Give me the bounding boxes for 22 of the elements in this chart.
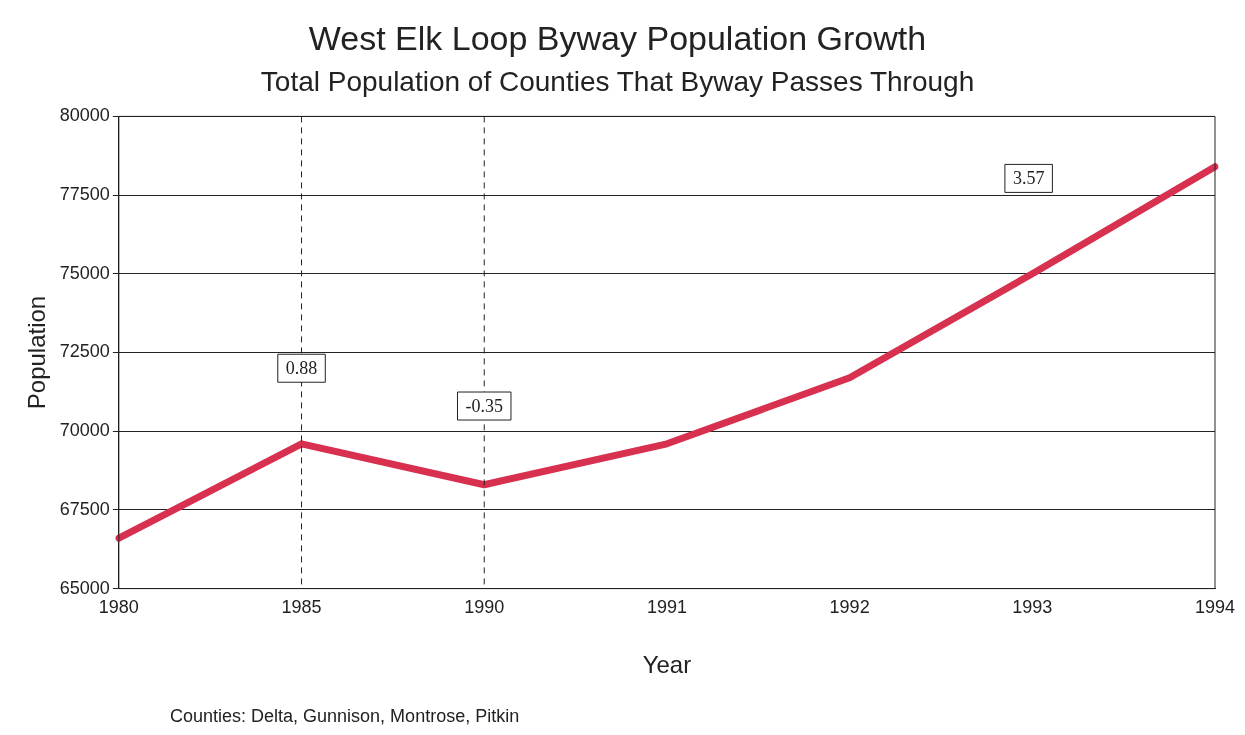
y-tick-label: 65000 [59, 577, 110, 598]
y-tick-label: 67500 [59, 498, 110, 519]
annotation: 3.57 [1012, 168, 1045, 189]
y-tick-label: 70000 [59, 420, 110, 441]
annotation: 0.88 [285, 357, 318, 378]
text: Counties: Delta, Gunnison, Montrose, Pitkin [170, 706, 520, 726]
y-axis-title: Population [23, 295, 51, 410]
chart-title: West Elk Loop Byway Population Growth [308, 18, 927, 57]
x-tick-label: 1985 [281, 597, 322, 618]
annotation: -0.35 [465, 395, 503, 416]
x-axis-title: Year [642, 651, 692, 679]
y-tick-label: 77500 [59, 184, 110, 205]
chart-subtitle: Total Population of Counties That Byway Passes Through [260, 66, 975, 98]
x-tick-label: 1994 [1194, 597, 1236, 618]
x-tick-label: 1993 [1012, 597, 1053, 618]
y-tick-label: 75000 [59, 262, 110, 283]
x-tick-label: 1991 [646, 597, 687, 618]
y-tick-label: 72500 [59, 341, 110, 362]
x-tick-label: 1990 [464, 597, 505, 618]
x-tick-label: 1980 [98, 597, 139, 618]
x-tick-label: 1992 [829, 597, 870, 618]
y-tick-label: 80000 [59, 105, 110, 126]
